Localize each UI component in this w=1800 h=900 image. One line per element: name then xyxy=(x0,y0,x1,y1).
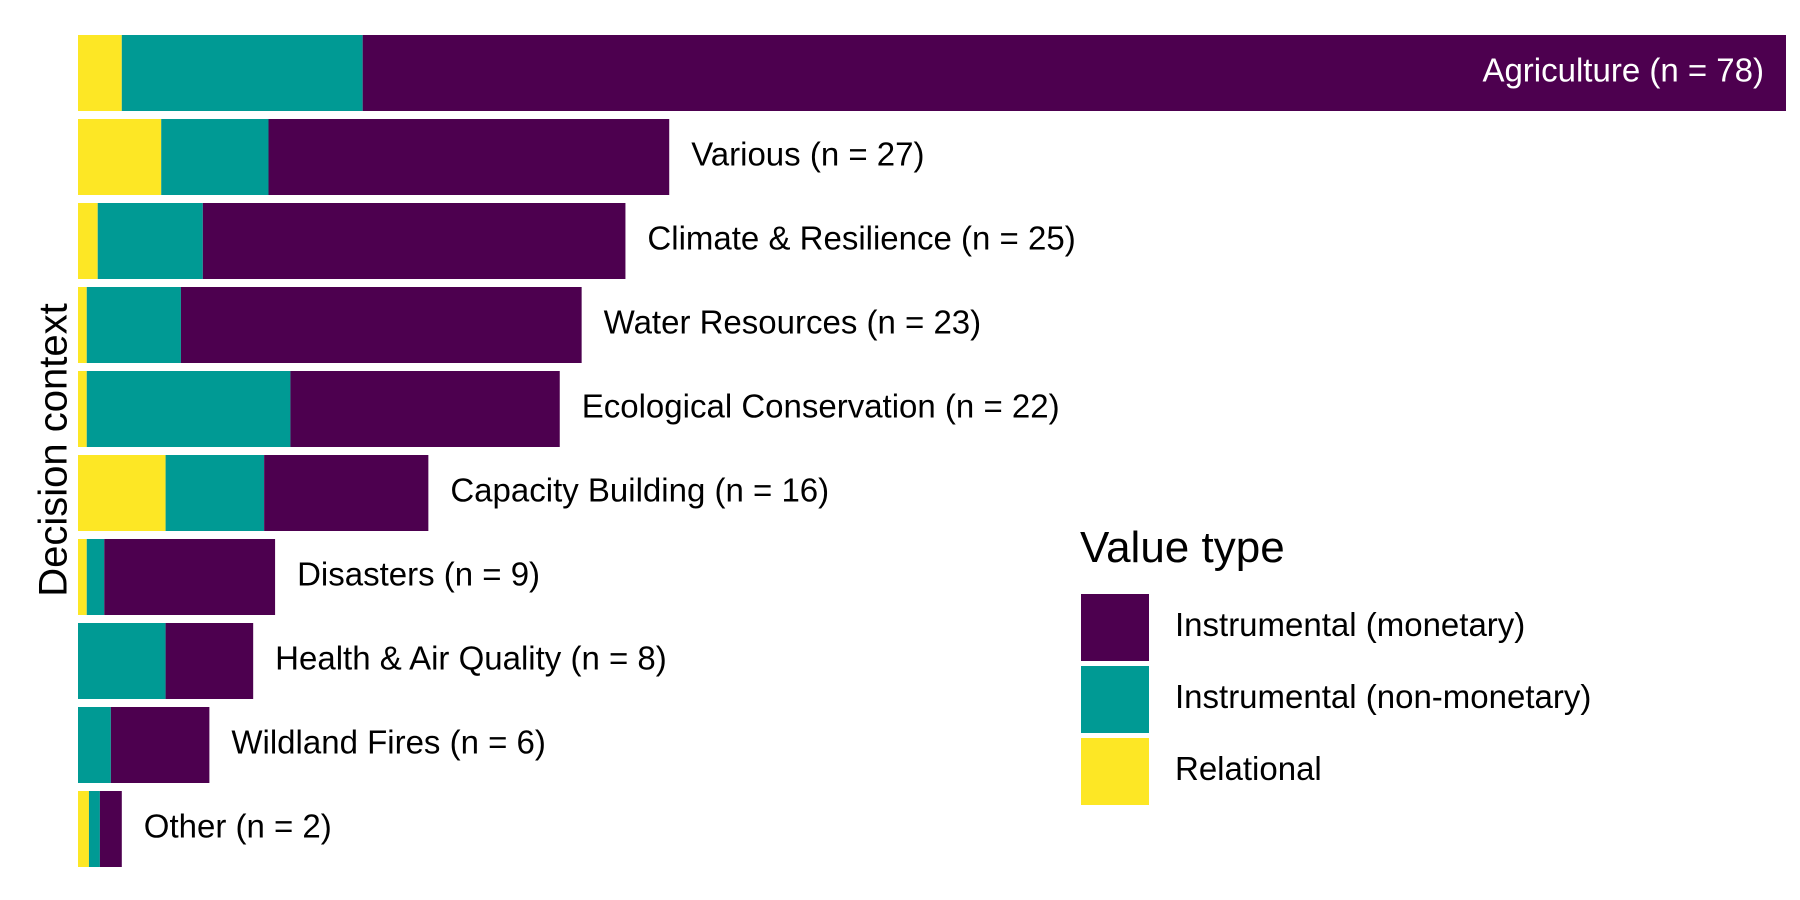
bar-segment xyxy=(104,539,276,615)
bar-segment xyxy=(86,287,181,363)
bar-segment xyxy=(78,455,166,531)
legend-title: Value type xyxy=(1080,523,1285,572)
bar-labels-group: Agriculture (n = 78) Various (n = 27) Clim… xyxy=(144,52,1764,845)
bar-segment xyxy=(78,287,87,363)
bar-segment xyxy=(78,203,98,279)
legend-label: Instrumental (non-monetary) xyxy=(1175,678,1591,715)
bar-segment xyxy=(78,623,166,699)
bar-label: Capacity Building (n = 16) xyxy=(450,472,829,509)
bar-label: Climate & Resilience (n = 25) xyxy=(647,220,1075,257)
bar-segment xyxy=(78,35,122,111)
legend-items: Instrumental (monetary) Instrumental (non… xyxy=(1081,594,1591,805)
legend-key xyxy=(1081,666,1149,733)
bar-segment xyxy=(110,707,210,783)
bars-group xyxy=(78,35,1786,867)
bar-segment xyxy=(86,539,105,615)
bar-segment xyxy=(88,791,100,867)
bar-segment xyxy=(264,455,429,531)
legend-label: Instrumental (monetary) xyxy=(1175,606,1525,643)
bar-segment xyxy=(161,119,269,195)
legend-key xyxy=(1081,594,1149,661)
bar-label: Health & Air Quality (n = 8) xyxy=(275,640,667,677)
bar-segment xyxy=(362,35,1786,111)
legend-key xyxy=(1081,738,1149,805)
bar-label: Disasters (n = 9) xyxy=(297,556,540,593)
bar-segment xyxy=(86,371,291,447)
bar-segment xyxy=(78,119,162,195)
bar-label: Water Resources (n = 23) xyxy=(604,304,982,341)
bar-label: Agriculture (n = 78) xyxy=(1482,52,1764,89)
bar-segment xyxy=(290,371,560,447)
bar-segment xyxy=(78,707,111,783)
bar-segment xyxy=(165,455,265,531)
bar-segment xyxy=(165,623,254,699)
bar-segment xyxy=(121,35,363,111)
legend: Value type Instrumental (monetary)Instru… xyxy=(1080,523,1591,805)
bar-segment xyxy=(180,287,582,363)
bar-segment xyxy=(202,203,626,279)
legend-label: Relational xyxy=(1175,750,1322,787)
y-axis-label: Decision context xyxy=(32,303,76,596)
bar-label: Ecological Conservation (n = 22) xyxy=(582,388,1060,425)
bar-label: Wildland Fires (n = 6) xyxy=(231,724,546,761)
bar-label: Other (n = 2) xyxy=(144,808,332,845)
bar-segment xyxy=(78,539,87,615)
bar-segment xyxy=(97,203,203,279)
bar-segment xyxy=(99,791,122,867)
bar-label: Various (n = 27) xyxy=(691,136,924,173)
bar-segment xyxy=(78,371,87,447)
bar-segment xyxy=(78,791,89,867)
bar-segment xyxy=(268,119,670,195)
